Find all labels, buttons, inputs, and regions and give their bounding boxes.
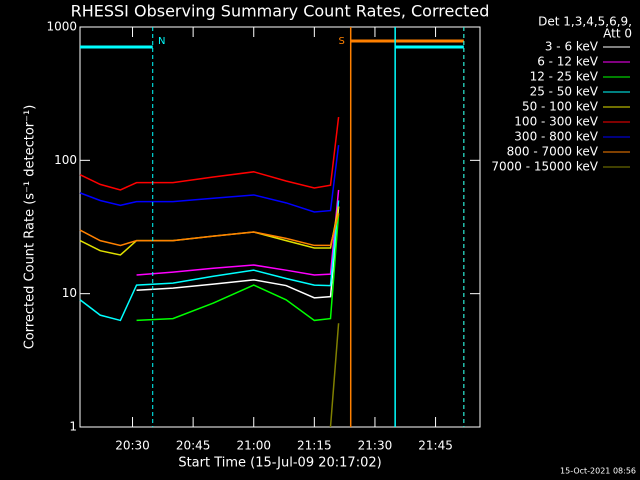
series-line: [136, 206, 340, 299]
chart-title: RHESSI Observing Summary Count Rates, Co…: [71, 2, 490, 21]
plot-frame: [79, 26, 481, 428]
y-tick-label: 1: [69, 420, 77, 434]
series-line: [79, 200, 340, 322]
x-tick-label: 21:00: [236, 439, 271, 453]
legend-label: 12 - 25 keV: [530, 70, 599, 84]
x-tick-label: 21:45: [418, 439, 453, 453]
legend-label: 300 - 800 keV: [514, 130, 598, 144]
x-axis-label: Start Time (15-Jul-09 20:17:02): [178, 456, 381, 471]
y-tick-label: 10: [62, 286, 77, 300]
footer: 15-Oct-2021 08:56: [560, 467, 636, 476]
series-line: [79, 206, 340, 256]
series-line: [329, 323, 340, 428]
series-line: [79, 145, 340, 213]
legend-label: 25 - 50 keV: [530, 85, 599, 99]
legend-label: 6 - 12 keV: [537, 55, 599, 69]
series-line: [136, 213, 340, 322]
series-line: [79, 213, 340, 247]
x-tick-label: 20:30: [115, 439, 150, 453]
legend-label: 800 - 7000 keV: [507, 145, 599, 159]
legend-header: Det 1,3,4,5,6,9,: [538, 15, 632, 29]
series-line: [79, 117, 340, 191]
legend-label: 100 - 300 keV: [514, 115, 598, 129]
legend-label: 3 - 6 keV: [545, 40, 599, 54]
y-axis-label: Corrected Count Rate (s⁻¹ detector⁻¹): [23, 105, 38, 350]
y-tick-label: 1000: [46, 20, 77, 34]
series-line: [136, 189, 340, 276]
x-tick-label: 20:45: [176, 439, 211, 453]
interval-label: N: [158, 36, 165, 47]
legend-label: 50 - 100 keV: [522, 100, 599, 114]
x-tick-label: 21:30: [358, 439, 393, 453]
legend-label: 7000 - 15000 keV: [491, 160, 598, 174]
interval-label: S: [339, 36, 345, 47]
legend-header: Att 0: [603, 27, 632, 41]
y-tick-label: 100: [54, 153, 77, 167]
x-tick-label: 21:15: [297, 439, 332, 453]
